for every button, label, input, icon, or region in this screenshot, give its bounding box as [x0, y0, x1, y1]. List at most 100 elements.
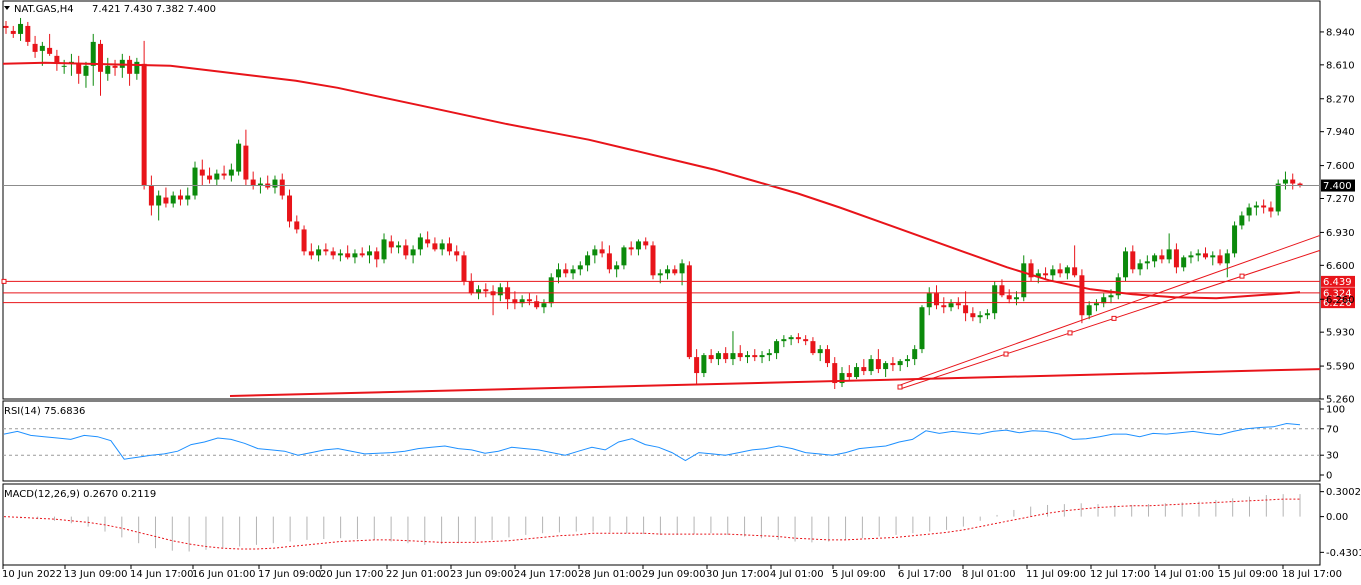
rsi-line — [3, 422, 1301, 462]
candle-body — [730, 353, 736, 360]
candle-body — [446, 243, 452, 252]
current-price-tag-label: 7.400 — [1323, 181, 1352, 192]
candle-body — [76, 63, 82, 74]
candle-body — [752, 355, 758, 358]
candle-body — [1159, 255, 1165, 260]
candle-body — [1188, 255, 1194, 258]
candle-body — [141, 63, 147, 186]
candle-body — [1115, 277, 1121, 296]
candle-body — [759, 355, 765, 358]
candle-body — [934, 293, 940, 306]
candle-body — [279, 179, 285, 196]
candle-body — [308, 251, 314, 256]
candle-body — [955, 303, 961, 306]
time-tick-label: 23 Jun 09:00 — [450, 569, 514, 580]
candle-body — [345, 253, 351, 258]
candle-body — [301, 229, 307, 252]
candle-body — [832, 363, 838, 384]
candle-body — [1108, 295, 1114, 298]
candle-body — [54, 55, 60, 64]
candle-body — [337, 253, 343, 256]
candle-body — [214, 173, 220, 180]
candle-body — [570, 269, 576, 274]
candle-body — [701, 355, 707, 374]
price-tick-label: 5.590 — [1326, 362, 1355, 373]
candle-body — [824, 349, 830, 364]
candle-body — [1043, 273, 1049, 276]
candle-body — [1173, 249, 1179, 268]
candle-body — [1217, 255, 1223, 264]
candle-body — [359, 253, 365, 256]
candle-body — [817, 349, 823, 354]
candle-body — [134, 61, 140, 74]
candle-body — [1275, 183, 1281, 212]
trendline-anchor-handle — [897, 384, 903, 390]
candle-body — [839, 373, 845, 384]
macd-signal-line — [3, 498, 1300, 550]
candle-body — [1028, 263, 1034, 278]
candle-body — [897, 361, 903, 366]
candle-body — [483, 289, 489, 292]
time-tick-label: 22 Jun 01:00 — [386, 569, 450, 580]
candle-body — [366, 251, 372, 256]
price-tick-label: 6.930 — [1326, 228, 1355, 239]
collapse-triangle-icon[interactable] — [4, 6, 10, 10]
candle-body — [737, 353, 743, 358]
price-tick-label: 8.270 — [1326, 94, 1355, 105]
candle-body — [512, 299, 518, 304]
candle-body — [745, 355, 751, 358]
candle-body — [403, 245, 409, 256]
candle-body — [992, 285, 998, 314]
candle-body — [1035, 273, 1041, 278]
trendline-anchor-handle — [1111, 315, 1117, 321]
candle-body — [628, 247, 634, 250]
candle-body — [199, 169, 205, 176]
candle-body — [606, 253, 612, 270]
candle-body — [708, 355, 714, 360]
candle-body — [221, 173, 227, 176]
candle-body — [1086, 305, 1092, 316]
candle-body — [635, 241, 641, 250]
rsi-tick-label: 70 — [1326, 424, 1339, 435]
macd-pane-frame — [2, 483, 1321, 566]
candle-body — [665, 269, 671, 274]
candle-body — [454, 251, 460, 256]
level-tag-label: 6.226 — [1323, 298, 1352, 309]
rsi-pane-frame — [2, 400, 1321, 482]
candle-body — [1224, 253, 1230, 264]
candle-body — [83, 65, 89, 76]
time-tick-label: 29 Jun 09:00 — [642, 569, 706, 580]
time-tick-label: 10 Jun 2022 — [2, 569, 62, 580]
trendline-anchor-handle — [1067, 330, 1073, 336]
macd-tick-label: 0.00 — [1326, 512, 1348, 523]
candle-body — [803, 339, 809, 342]
time-tick-label: 5 Jul 09:00 — [832, 569, 886, 580]
time-tick-label: 4 Jul 01:00 — [770, 569, 824, 580]
candle-body — [250, 179, 256, 186]
candle-body — [25, 25, 31, 42]
candle-body — [1210, 255, 1216, 258]
candle-body — [548, 277, 554, 304]
candle-body — [1202, 253, 1208, 258]
candle-body — [148, 185, 154, 206]
candle-body — [1297, 183, 1303, 186]
candle-body — [32, 43, 38, 52]
candle-body — [425, 239, 431, 244]
candle-body — [1079, 275, 1085, 316]
candle-body — [396, 245, 402, 248]
candle-body — [257, 183, 263, 186]
candle-body — [1181, 257, 1187, 268]
time-tick-label: 16 Jun 01:00 — [192, 569, 256, 580]
candle-body — [526, 299, 532, 302]
candle-body — [98, 43, 104, 72]
time-tick-label: 30 Jun 17:00 — [706, 569, 770, 580]
channel-upper-line — [899, 234, 1321, 386]
candle-body — [599, 249, 605, 254]
candle-body — [497, 287, 503, 296]
candle-body — [90, 41, 96, 66]
time-tick-label: 11 Jul 09:00 — [1026, 569, 1086, 580]
candle-body — [1006, 295, 1012, 300]
candle-body — [439, 243, 445, 250]
candle-body — [948, 303, 954, 308]
